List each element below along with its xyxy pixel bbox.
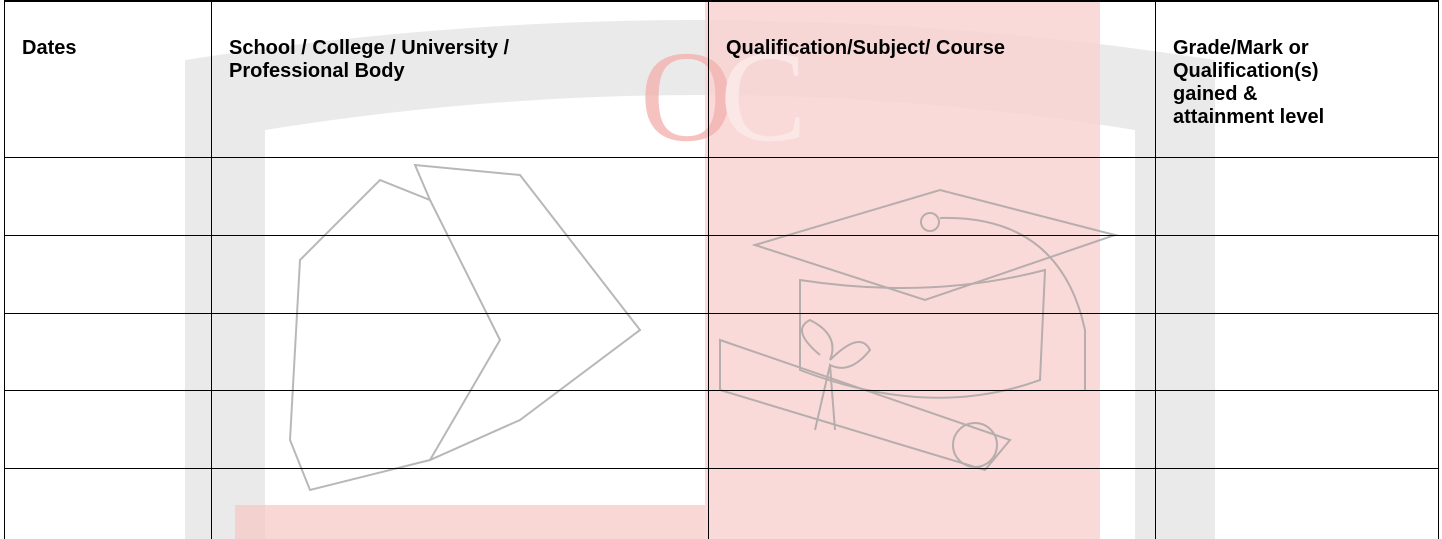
rule [4, 390, 1439, 391]
rule [1155, 0, 1156, 539]
svg-text:C: C [720, 25, 807, 169]
rule [4, 0, 1439, 2]
rule [708, 0, 709, 539]
rule [4, 313, 1439, 314]
column-header: Qualification/Subject/ Course [726, 37, 1005, 59]
rule [211, 0, 212, 539]
svg-text:O: O [640, 25, 734, 169]
column-header: School / College / University / Professi… [229, 37, 510, 82]
rule [4, 235, 1439, 236]
column-header: Dates [22, 37, 77, 59]
rule [4, 0, 5, 539]
rule [4, 468, 1439, 469]
rule [4, 157, 1439, 158]
column-header: Grade/Mark or Qualification(s) gained & … [1173, 37, 1325, 128]
rule [1438, 0, 1439, 539]
